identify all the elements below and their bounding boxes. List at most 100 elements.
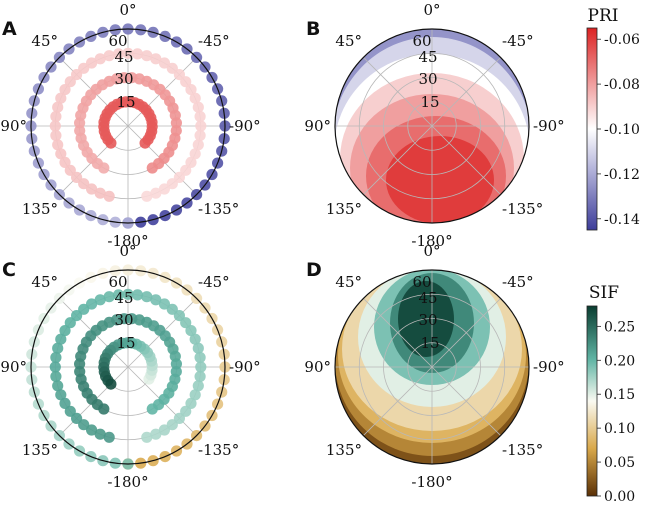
contour-level [386,136,494,223]
data-point [52,380,64,392]
data-point [86,298,98,310]
data-point [131,48,144,60]
angle-label: -180° [107,232,148,250]
radial-tick-label: 45 [418,48,437,66]
data-point [59,156,71,168]
angle-label: 135° [22,441,58,459]
data-point [194,370,206,383]
radial-tick-label: 30 [114,311,133,329]
data-point [55,389,67,401]
radial-tick-label: 60 [108,273,127,291]
colorbar-tick-label: 0.15 [604,387,635,403]
angle-label: 0° [423,1,440,19]
data-point [52,139,64,151]
data-point [59,84,71,96]
colorbar-gradient [586,305,598,497]
angle-label: 90° [0,117,27,135]
data-point [50,129,62,142]
data-point [55,92,67,104]
radial-tick-label: 60 [412,273,431,291]
data-point [52,342,64,354]
data-point [122,47,134,59]
angle-label: -90° [533,358,565,376]
angle-label: -90° [229,358,261,376]
colorbar-tick-label: -0.08 [604,77,640,93]
angle-label: 135° [22,200,58,218]
data-point [189,389,201,401]
data-point [98,403,110,415]
grid-spoke [431,366,501,436]
radial-tick-label: 30 [418,311,437,329]
data-point [180,405,192,417]
data-point [192,101,204,113]
angle-label: -180° [411,232,452,250]
radial-tick-label: 45 [418,289,437,307]
polar-outline [334,28,530,224]
data-point [158,57,170,69]
data-point [55,333,67,345]
polar-outline [30,269,226,465]
colorbar-pri: PRI -0.06 -0.08 -0.10 -0.12 -0.14 [586,6,640,231]
data-point [185,156,197,168]
radial-tick-label: 45 [114,48,133,66]
data-point [78,178,90,190]
data-point [55,148,67,160]
grid-spoke [363,366,433,436]
polar-outline [334,269,530,465]
data-point [141,291,153,303]
data-point [131,289,144,301]
grid-spoke [431,125,501,195]
data-point [195,361,207,373]
data-point [59,397,71,409]
colorbar-tick-label: 0.00 [604,489,635,505]
data-point [158,424,170,436]
angle-label: -45° [198,32,230,50]
angle-label: -90° [533,117,565,135]
angle-label: 45° [335,273,362,291]
data-point [180,164,192,176]
data-point [94,53,106,65]
angle-label: 135° [326,200,362,218]
angle-label: -135° [198,200,239,218]
data-point [158,298,170,310]
data-point [52,101,64,113]
radial-tick-label: 60 [108,32,127,50]
colorbar-tick-label: -0.12 [604,167,640,183]
radial-tick-label: 30 [418,70,437,88]
angle-label: 90° [304,117,331,135]
data-point [150,53,162,65]
data-point [192,342,204,354]
data-point [103,291,115,303]
data-point [86,424,98,436]
colorbar-tick-label: 0.20 [604,353,635,369]
colorbar-label: PRI [588,6,619,26]
data-point [59,325,71,337]
data-point [105,378,117,390]
angle-label: 0° [119,242,136,260]
radial-tick-label: 15 [116,334,135,352]
data-point [185,84,197,96]
data-point [86,57,98,69]
radial-tick-label: 30 [114,70,133,88]
angle-label: 45° [31,32,58,50]
data-point [141,431,153,443]
polar-outline [30,28,226,224]
angle-label: -135° [502,200,543,218]
data-point [49,120,61,132]
angle-label: -45° [502,32,534,50]
colorbar-tick-label: -0.14 [604,212,640,228]
angle-label: -135° [198,441,239,459]
colorbar-label: SIF [589,283,619,303]
data-point [112,48,125,60]
radial-tick-label: 15 [420,334,439,352]
data-point [150,428,162,440]
data-point [189,148,201,160]
data-point [112,289,125,301]
data-point [103,50,115,62]
data-point [78,419,90,431]
data-point [192,380,204,392]
data-point [50,110,62,123]
